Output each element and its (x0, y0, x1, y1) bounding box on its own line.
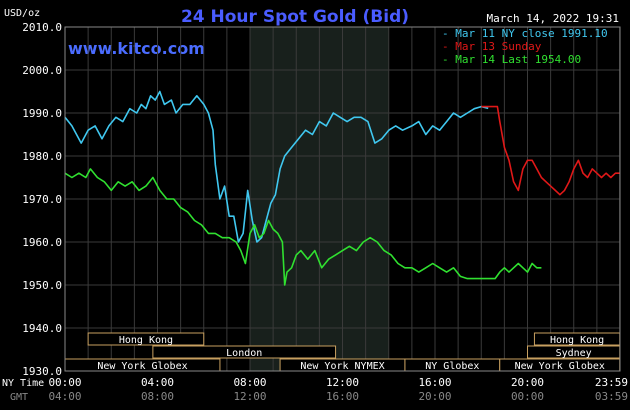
x-axis-name-ny-time: NY Time (2, 378, 44, 389)
x2-tick-label: 03:59 (595, 390, 628, 403)
x-tick-label: 23:59 (595, 376, 628, 389)
x2-tick-label: 04:00 (48, 390, 81, 403)
x-axis-name-gmt: GMT (10, 392, 28, 403)
y-tick-label: 1990.0 (22, 107, 62, 120)
session-label: Hong Kong (119, 335, 173, 346)
price-series-line-1 (64, 90, 489, 243)
session-bar (152, 345, 337, 359)
x2-tick-label: 16:00 (326, 390, 359, 403)
price-series-line-2 (481, 105, 620, 196)
session-label: New York NYMEX (300, 361, 384, 372)
legend-entry: - Mar 11 NY close 1991.10 (442, 27, 608, 40)
session-label: New York Globex (515, 361, 605, 372)
y-tick-label: 1970.0 (22, 193, 62, 206)
x-tick-label: 16:00 (418, 376, 451, 389)
x-tick-label: 12:00 (326, 376, 359, 389)
legend-entry: - Mar 13 Sunday (442, 40, 542, 53)
session-bar (87, 332, 205, 346)
y-tick-label: 1930.0 (22, 365, 62, 378)
y-axis-unit-label: USD/oz (4, 8, 40, 19)
chart-timestamp: March 14, 2022 19:31 (487, 12, 619, 25)
x2-tick-label: 12:00 (233, 390, 266, 403)
session-label: Sydney (556, 348, 592, 359)
session-label: NY Globex (425, 361, 479, 372)
session-label: New York Globex (97, 361, 187, 372)
x-tick-label: 20:00 (511, 376, 544, 389)
plot-area-border (64, 26, 621, 372)
session-label: London (226, 348, 262, 359)
y-tick-label: 1960.0 (22, 236, 62, 249)
x2-tick-label: 00:00 (511, 390, 544, 403)
chart-title: 24 Hour Spot Gold (Bid) (181, 7, 409, 27)
x2-tick-label: 20:00 (418, 390, 451, 403)
y-tick-label: 1950.0 (22, 279, 62, 292)
x2-tick-label: 08:00 (141, 390, 174, 403)
y-tick-label: 1940.0 (22, 322, 62, 335)
kitco-website-label: www.kitco.com (68, 39, 205, 58)
y-tick-label: 2010.0 (22, 21, 62, 34)
y-tick-label: 1980.0 (22, 150, 62, 163)
y-tick-label: 2000.0 (22, 64, 62, 77)
price-series-line-3 (64, 168, 542, 286)
legend-entry: - Mar 14 Last 1954.00 (442, 53, 581, 66)
x-tick-label: 04:00 (141, 376, 174, 389)
session-label: Hong Kong (550, 335, 604, 346)
x-tick-label: 00:00 (48, 376, 81, 389)
x-tick-label: 08:00 (233, 376, 266, 389)
